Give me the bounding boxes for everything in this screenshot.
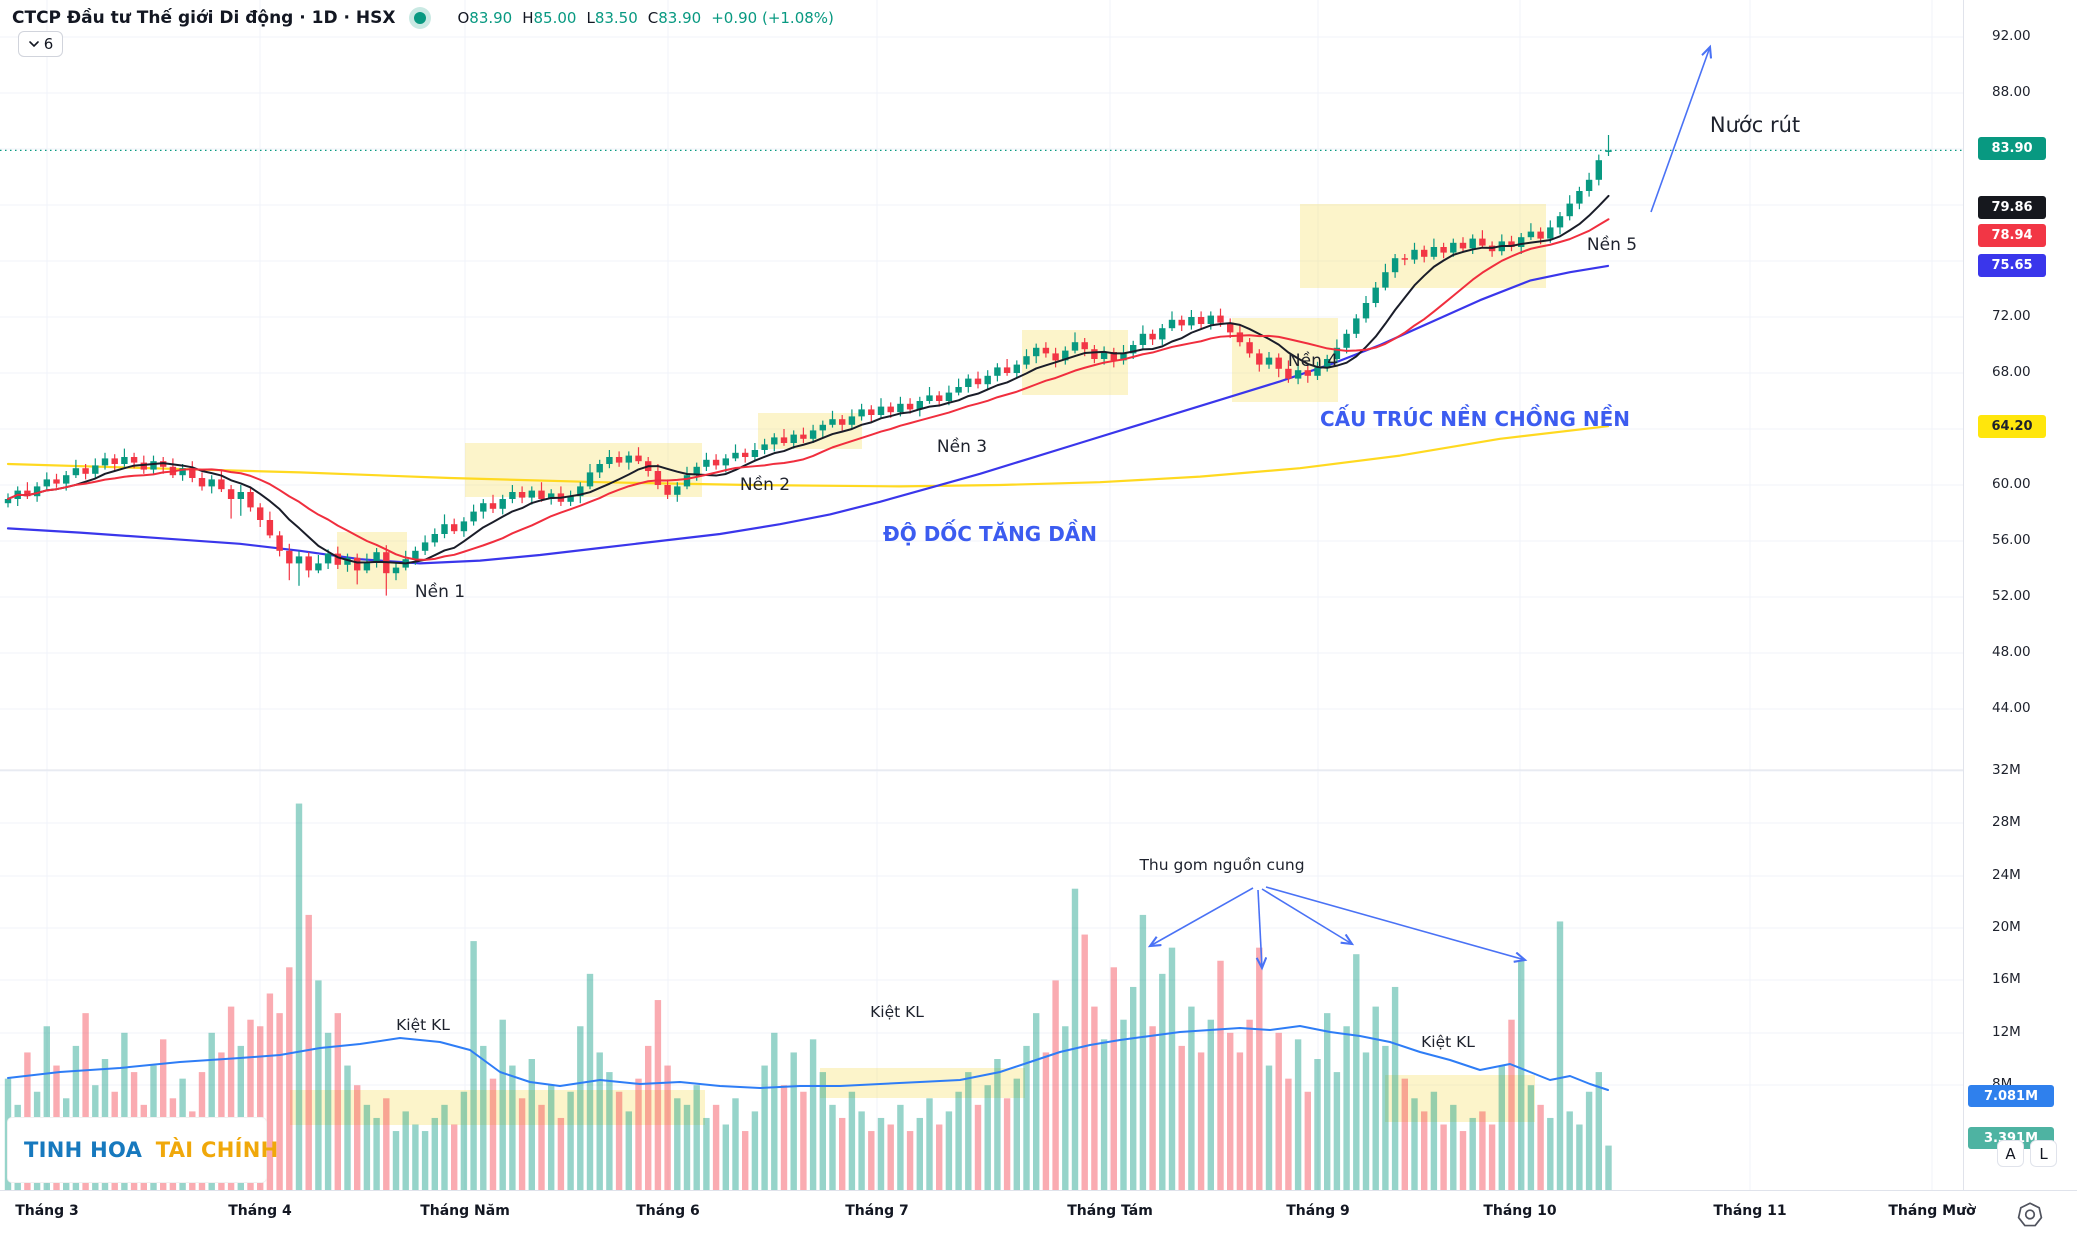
- time-axis-label: Tháng 7: [845, 1203, 909, 1219]
- annotation-text[interactable]: ĐỘ DỐC TĂNG DẦN: [883, 520, 1097, 546]
- axis-tick-label: 68.00: [1992, 364, 2031, 380]
- annotation-text[interactable]: Nước rút: [1710, 113, 1800, 137]
- annotation-text[interactable]: Nền 4: [1288, 350, 1338, 371]
- price-badge: 79.86: [1978, 196, 2046, 219]
- time-axis-label: Tháng 4: [228, 1203, 292, 1219]
- symbol-title: CTCP Đầu tư Thế giới Di động · 1D · HSX: [12, 8, 396, 28]
- axis-tick-label: 44.00: [1992, 700, 2031, 716]
- chevron-down-icon: [28, 41, 39, 48]
- logo-text-part2: TÀI CHÍNH: [155, 1138, 279, 1162]
- indicator-count: 6: [43, 35, 54, 53]
- axis-tick-label: 16M: [1992, 971, 2021, 987]
- ohlc-value: 83.50: [594, 9, 638, 27]
- change-value: +0.90: [711, 9, 758, 27]
- annotation-text[interactable]: CẤU TRÚC NỀN CHỒNG NỀN: [1320, 405, 1630, 431]
- axis-tick-label: 88.00: [1992, 84, 2031, 100]
- market-status-dot: [409, 7, 432, 29]
- ma-red-line: [7, 218, 1610, 561]
- annotation-arrow[interactable]: [1261, 888, 1352, 944]
- gridlines: [0, 0, 1963, 1190]
- price-badge: 64.20: [1978, 415, 2046, 438]
- logo-text-part1: TINH HOA: [24, 1138, 143, 1162]
- ohlc-letter: H: [522, 9, 534, 27]
- axis-tick-label: 28M: [1992, 814, 2021, 830]
- axis-tick-label: 48.00: [1992, 644, 2031, 660]
- axis-tick-label: 32M: [1992, 762, 2021, 778]
- axis-tick-label: 12M: [1992, 1024, 2021, 1040]
- time-axis-label: Tháng Tám: [1067, 1203, 1153, 1219]
- axis-tick-label: 52.00: [1992, 588, 2031, 604]
- time-axis-label: Tháng Năm: [420, 1203, 510, 1219]
- time-axis[interactable]: Tháng 3 Tháng 4 Tháng Năm Tháng 6 Tháng 7 Thá…: [0, 1190, 2077, 1238]
- annotation-text[interactable]: Thu gom nguồn cung: [1138, 856, 1304, 874]
- chart-header: CTCP Đầu tư Thế giới Di động · 1D · HSX …: [12, 6, 834, 30]
- volume-series: [4, 803, 1612, 1190]
- axis-tick-label: 72.00: [1992, 308, 2031, 324]
- price-badge: 83.90: [1978, 137, 2046, 160]
- time-axis-label: Tháng 9: [1286, 1203, 1350, 1219]
- price-badge: 75.65: [1978, 254, 2046, 277]
- time-axis-label: Tháng 11: [1713, 1203, 1787, 1219]
- log-scale-button[interactable]: L: [2030, 1140, 2057, 1167]
- annotation-layer[interactable]: Nền 1 Nền 2 Nền 3 Nền 4 Nền 5 Nước rút CẤU TRÚ…: [396, 47, 1800, 1051]
- annotation-text[interactable]: Kiệt KL: [396, 1016, 450, 1034]
- ohlc-value: 85.00: [533, 9, 577, 27]
- ohlc-value: 83.90: [658, 9, 702, 27]
- time-axis-label: Tháng Mườ: [1888, 1203, 1976, 1219]
- annotation-text[interactable]: Nền 3: [937, 436, 987, 457]
- price-change: +0.90 (+1.08%): [711, 9, 834, 27]
- price-axis[interactable]: 92.00 88.00 72.00 68.00 60.00 56.00 52.00 48.00…: [1963, 0, 2077, 1190]
- change-percent: (+1.08%): [761, 9, 834, 27]
- indicator-dropdown-button[interactable]: 6: [18, 31, 63, 57]
- annotation-text[interactable]: Kiệt KL: [1421, 1033, 1475, 1051]
- ohlc-letter: L: [586, 9, 595, 27]
- price-badge: 78.94: [1978, 224, 2046, 247]
- annotation-arrow[interactable]: [1150, 887, 1254, 946]
- volume-ma-line: [7, 1025, 1609, 1091]
- axis-tick-label: 56.00: [1992, 532, 2031, 548]
- axis-tick-label: 20M: [1992, 919, 2021, 935]
- logo-text: TINH HOA TÀI CHÍNH: [24, 1138, 278, 1162]
- ma-yellow-line: [6, 425, 1610, 488]
- ohlc-letter: O: [457, 9, 470, 27]
- ohlc-value: 83.90: [469, 9, 513, 27]
- time-axis-label: Tháng 10: [1483, 1203, 1557, 1219]
- annotation-arrow[interactable]: [1650, 47, 1710, 213]
- chart-canvas[interactable]: Nền 1 Nền 2 Nền 3 Nền 4 Nền 5 Nước rút CẤU TRÚ…: [0, 0, 1963, 1190]
- annotation-text[interactable]: Nền 1: [415, 581, 465, 602]
- gear-icon[interactable]: [2014, 1199, 2046, 1231]
- axis-tick-label: 92.00: [1992, 28, 2031, 44]
- annotation-text[interactable]: Nền 5: [1587, 234, 1637, 255]
- annotation-arrow[interactable]: [1265, 886, 1525, 960]
- axis-tick-label: 24M: [1992, 867, 2021, 883]
- watermark-logo: TINH HOA TÀI CHÍNH: [8, 1118, 278, 1182]
- ohlc-values: O83.90 H85.00 L83.50 C83.90: [447, 9, 701, 27]
- ohlc-letter: C: [647, 9, 659, 27]
- annotation-text[interactable]: Nền 2: [740, 474, 790, 495]
- ma-black-line: [7, 194, 1610, 565]
- axis-tick-label: 60.00: [1992, 476, 2031, 492]
- time-axis-label: Tháng 3: [15, 1203, 79, 1219]
- volume-badge: 7.081M: [1968, 1085, 2054, 1107]
- auto-scale-button[interactable]: A: [1997, 1140, 2024, 1167]
- time-axis-label: Tháng 6: [636, 1203, 700, 1219]
- annotation-arrow[interactable]: [1258, 889, 1262, 968]
- annotation-text[interactable]: Kiệt KL: [870, 1003, 924, 1021]
